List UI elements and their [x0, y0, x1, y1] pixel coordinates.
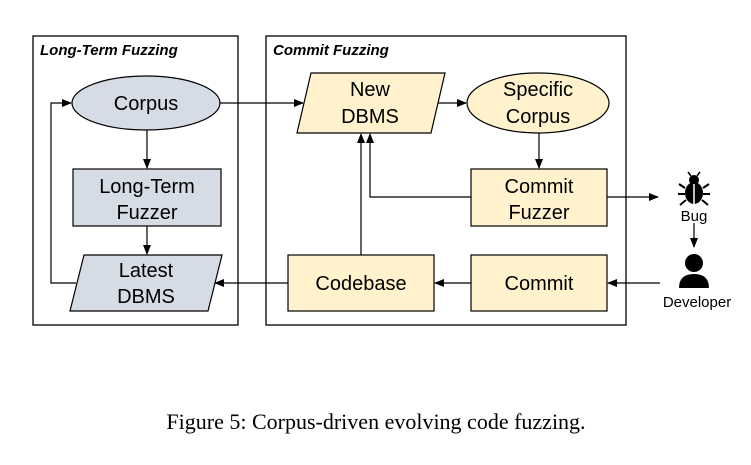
- figure-caption: Figure 5: Corpus-driven evolving code fu…: [166, 409, 585, 434]
- commit-fuzzing-group: [265, 35, 627, 326]
- codebase-node: [287, 254, 435, 312]
- new-dbms-label-line1: New: [350, 79, 391, 101]
- new-dbms-label-line2: DBMS: [341, 106, 399, 128]
- arrow-latest-dbms-to-corpus: [50, 99, 76, 284]
- long-term-fuzzer-node: [72, 168, 222, 227]
- commit-label: Commit: [505, 273, 574, 295]
- long-term-fuzzer-label-line1: Long-Term: [99, 176, 195, 198]
- latest-dbms-label-line2: DBMS: [117, 286, 175, 308]
- specific-corpus-node: [466, 72, 610, 134]
- long-term-fuzzing-title: Long-Term Fuzzing: [40, 42, 178, 59]
- long-term-fuzzing-group: [32, 35, 239, 326]
- commit-fuzzer-label-line2: Fuzzer: [508, 202, 569, 224]
- specific-corpus-label-line2: Corpus: [506, 106, 570, 128]
- corpus-label: Corpus: [114, 93, 178, 115]
- specific-corpus-label-line1: Specific: [503, 79, 573, 101]
- commit-fuzzing-title: Commit Fuzzing: [273, 42, 389, 59]
- bug-icon: [678, 171, 710, 206]
- latest-dbms-label-line1: Latest: [119, 260, 174, 282]
- latest-dbms-node: [69, 254, 223, 312]
- developer-icon: [679, 254, 709, 288]
- developer-label: Developer: [663, 294, 731, 311]
- long-term-fuzzer-label-line2: Fuzzer: [116, 202, 177, 224]
- new-dbms-node: [296, 72, 446, 134]
- arrow-commit-fuzzer-to-new-dbms: [366, 133, 471, 198]
- commit-fuzzer-label-line1: Commit: [505, 176, 574, 198]
- codebase-label: Codebase: [315, 273, 406, 295]
- bug-label: Bug: [681, 208, 708, 225]
